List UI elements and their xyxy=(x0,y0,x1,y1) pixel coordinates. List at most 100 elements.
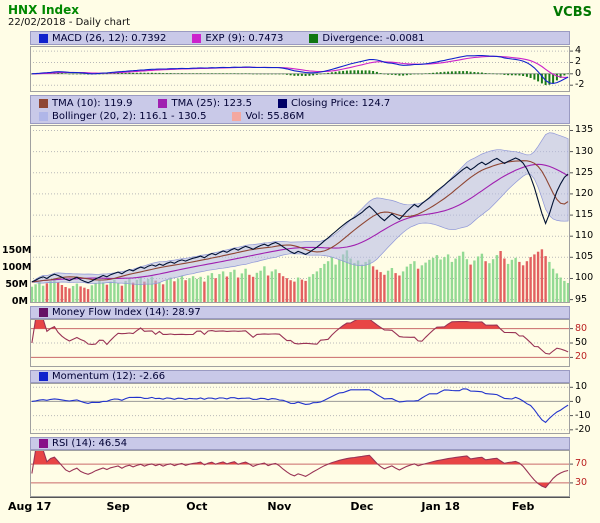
price-axis-label: 95 xyxy=(575,293,588,305)
volume-bar xyxy=(60,285,64,302)
momentum-axis-label: 10 xyxy=(575,381,588,393)
volume-bar xyxy=(165,279,169,302)
volume-bar xyxy=(86,289,90,302)
volume-bar xyxy=(443,257,446,302)
brand-logo: VCBS xyxy=(553,5,592,20)
volume-bar xyxy=(311,274,315,302)
exp-signal-line xyxy=(31,55,569,78)
macd-panel-graphics xyxy=(30,54,570,86)
volume-bar xyxy=(240,273,244,302)
volume-bar xyxy=(56,282,60,302)
volume-bar xyxy=(308,276,311,302)
volume-bar xyxy=(109,281,112,302)
volume-bar xyxy=(548,261,551,302)
legend-swatch xyxy=(309,33,319,43)
volume-bar xyxy=(349,258,352,302)
volume-bar xyxy=(473,260,476,302)
legend-swatch xyxy=(39,112,48,121)
volume-bar xyxy=(158,282,161,302)
volume-bar xyxy=(435,255,439,302)
volume-bar xyxy=(488,263,491,302)
volume-bar xyxy=(188,278,191,302)
volume-axis-label: 50M xyxy=(5,279,28,290)
volume-bar xyxy=(409,263,412,302)
volume-bar xyxy=(34,284,37,302)
volume-bar xyxy=(454,258,457,302)
mfi-legend-bar: Money Flow Index (14): 28.97 xyxy=(30,306,570,319)
volume-bar xyxy=(154,280,157,302)
volume-bar xyxy=(401,271,405,302)
legend-label: RSI (14): 46.54 xyxy=(52,438,128,449)
price-axis-label: 135 xyxy=(575,124,594,136)
legend-item: MACD (26, 12): 0.7392 xyxy=(39,33,166,44)
legend-swatch xyxy=(39,308,48,317)
volume-bar xyxy=(566,283,570,302)
tma10-line xyxy=(31,160,569,283)
price-axis-label: 110 xyxy=(575,230,594,242)
momentum-line xyxy=(31,388,569,424)
price-axis-label: 120 xyxy=(575,187,594,199)
legend-label: TMA (10): 119.9 xyxy=(52,98,133,109)
legend-item: Bollinger (20, 2): 116.1 - 130.5 xyxy=(39,111,206,122)
rsi-overbought-fill xyxy=(33,450,521,465)
legend-item: TMA (10): 119.9 xyxy=(39,98,132,109)
volume-bar xyxy=(79,286,82,302)
volume-bar xyxy=(334,264,337,302)
volume-bar xyxy=(304,280,307,302)
legend-item: RSI (14): 46.54 xyxy=(39,438,127,449)
volume-bar xyxy=(173,281,176,302)
volume-bar xyxy=(263,266,266,302)
volume-axis-label: 0M xyxy=(11,296,28,307)
legend-label: TMA (25): 123.5 xyxy=(171,98,252,109)
volume-bar xyxy=(124,280,127,302)
volume-bar xyxy=(90,285,94,302)
volume-bar xyxy=(266,275,270,302)
legend-label: Divergence: -0.0081 xyxy=(322,32,425,44)
volume-bar xyxy=(101,282,105,302)
volume-bar xyxy=(461,251,465,302)
legend-label: Momentum (12): -2.66 xyxy=(52,371,166,382)
macd-legend-bar: MACD (26, 12): 0.7392 EXP (9): 0.7473 Dive… xyxy=(30,31,570,45)
x-axis-month-label: Oct xyxy=(186,500,208,513)
volume-bar xyxy=(525,261,529,302)
volume-bar xyxy=(120,285,124,302)
volume-bar xyxy=(360,264,364,302)
x-axis-month-label: Nov xyxy=(267,500,292,513)
price-axis-label: 125 xyxy=(575,166,594,178)
volume-bar xyxy=(480,253,484,302)
volume-bar xyxy=(416,268,420,302)
volume-bar xyxy=(315,271,319,302)
volume-bar xyxy=(64,287,67,302)
macd-axis-label: 0 xyxy=(575,67,582,79)
momentum-axis-label: -20 xyxy=(575,423,591,435)
legend-swatch xyxy=(39,439,48,448)
volume-bar xyxy=(563,280,566,302)
volume-bar xyxy=(431,257,435,302)
volume-bar xyxy=(289,280,292,302)
rsi-axis-label: 30 xyxy=(575,476,588,488)
mfi-line xyxy=(31,319,569,355)
volume-bar xyxy=(83,287,86,302)
symbol-title: HNX Index xyxy=(8,3,79,17)
volume-bar xyxy=(146,278,150,302)
volume-bar xyxy=(296,277,300,302)
volume-bar xyxy=(491,259,495,302)
volume-bar xyxy=(105,284,109,302)
mfi-axis-label: 80 xyxy=(575,322,588,334)
volume-bar xyxy=(424,262,427,302)
volume-bar xyxy=(45,283,49,302)
volume-bar xyxy=(139,276,142,302)
legend-label: Bollinger (20, 2): 116.1 - 130.5 xyxy=(52,111,207,122)
volume-bar xyxy=(371,266,375,302)
volume-bar xyxy=(210,273,214,302)
volume-bar xyxy=(30,286,34,302)
mfi-oversold-fill xyxy=(32,319,568,354)
volume-bar xyxy=(338,259,341,302)
volume-bar xyxy=(281,276,285,302)
momentum-legend-bar: Momentum (12): -2.66 xyxy=(30,370,570,383)
price-axis-label: 105 xyxy=(575,251,594,263)
x-axis-month-label: Aug 17 xyxy=(8,500,52,513)
volume-axis-label: 100M xyxy=(2,262,32,273)
legend-swatch xyxy=(39,372,48,381)
